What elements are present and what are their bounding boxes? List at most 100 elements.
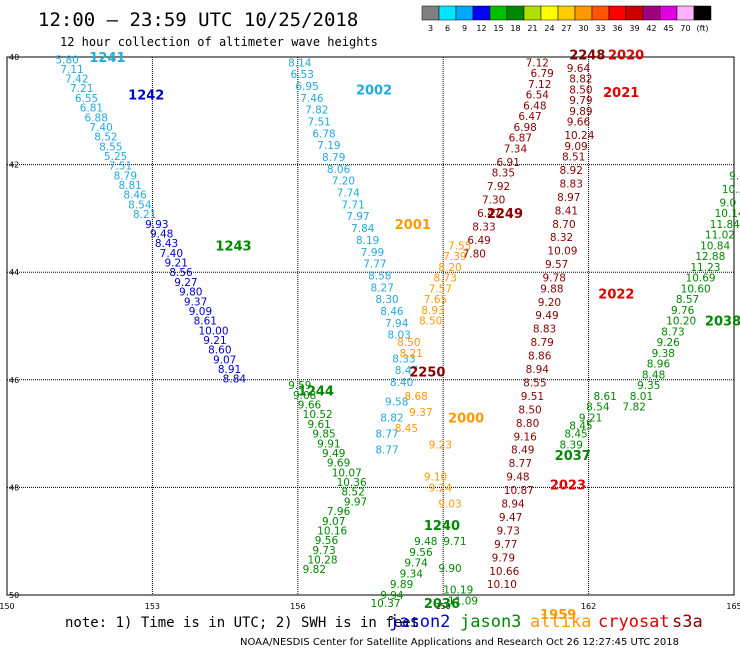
colorbar-swatch [625, 5, 644, 21]
wave-height-mark: 9.73 [497, 525, 520, 537]
colorbar-tick-label: 30 [578, 24, 588, 33]
wave-height-mark: 9.3 [729, 170, 740, 182]
wave-height-mark: 8.91 [218, 364, 241, 376]
wave-height-mark: 7.99 [361, 247, 384, 259]
wave-height-mark: 7.40 [89, 122, 112, 134]
wave-height-mark: 8.45 [564, 429, 587, 441]
pass-label: 2000 [448, 411, 484, 426]
wave-height-mark: 6.47 [477, 208, 500, 220]
wave-height-mark: 8.60 [208, 345, 231, 357]
chart-title: 12:00 – 23:59 UTC 10/25/2018 [38, 9, 358, 31]
wave-height-mark: 9.35 [637, 380, 660, 392]
wave-height-mark: 9.88 [540, 283, 563, 295]
wave-height-mark: 7.12 [526, 57, 549, 69]
colorbar-tick-label: 70 [680, 24, 690, 33]
wave-height-mark: 8.56 [169, 267, 193, 279]
wave-height-mark: 8.82 [569, 74, 592, 86]
wave-height-mark: 8.79 [530, 337, 553, 349]
wave-height-mark: 6.78 [312, 128, 335, 140]
wave-height-mark: 9.27 [174, 277, 197, 289]
note-text: note: 1) Time is in UTC; 2) SWH is in fe… [65, 615, 419, 631]
wave-height-mark: 6.49 [467, 235, 490, 247]
wave-height-mark: 9.09 [189, 306, 212, 318]
wave-height-mark: 7.97 [346, 211, 369, 223]
wave-height-mark: 9.89 [390, 579, 413, 591]
wave-height-mark: 9.07 [213, 354, 236, 366]
wave-height-mark: 8.27 [371, 282, 394, 294]
colorbar-swatch [591, 5, 610, 21]
pass-label: 2020 [608, 48, 644, 63]
wave-height-mark: 7.82 [623, 402, 646, 414]
wave-height-mark: 9.08 [293, 390, 316, 402]
wave-height-mark: 8.39 [560, 439, 583, 451]
wave-height-mark: 9.66 [567, 117, 591, 129]
wave-height-mark: 9.09 [564, 141, 587, 153]
wave-height-mark: 6.54 [526, 90, 550, 102]
wave-height-mark: 10.37 [371, 598, 401, 610]
wave-height-mark: 6.47 [518, 111, 541, 123]
colorbar-tick-label: 12 [476, 24, 486, 33]
wave-height-mark: 8.20 [438, 262, 461, 274]
wave-height-mark: 10.36 [337, 477, 367, 489]
wave-height-mark: 10.3 [722, 184, 740, 196]
plot-frame [6, 56, 735, 596]
wave-height-mark: 8.77 [509, 458, 532, 470]
wave-height-mark: 9.94 [380, 590, 404, 602]
wave-height-mark: 9.85 [312, 429, 335, 441]
wave-height-mark: 6.87 [509, 133, 532, 145]
pass-label: 2001 [395, 218, 431, 233]
wave-height-mark: 8.52 [94, 132, 117, 144]
wave-height-mark: 8.46 [380, 306, 404, 318]
wave-height-mark: 8.50 [518, 404, 541, 416]
wave-height-mark: 6.91 [497, 157, 520, 169]
wave-height-mark: 9.59 [288, 380, 311, 392]
wave-height-mark: 9.49 [322, 448, 345, 460]
wave-height-mark: 5.25 [104, 151, 127, 163]
y-tick-label: 44 [9, 268, 19, 277]
wave-height-mark: 7.96 [327, 506, 351, 518]
wave-height-mark: 10.24 [564, 130, 594, 142]
pass-label: 2036 [424, 597, 460, 612]
pass-label: 2023 [550, 479, 586, 494]
pass-label: 1242 [128, 89, 164, 104]
wave-height-mark: 7.80 [463, 248, 486, 260]
wave-height-mark: 7.12 [528, 79, 551, 91]
wave-height-mark: 8.68 [404, 391, 427, 403]
pass-label: 1240 [424, 519, 460, 534]
wave-height-mark: 8.58 [368, 270, 391, 282]
wave-height-mark: 8.97 [557, 192, 580, 204]
wave-height-mark: 7.40 [160, 248, 183, 260]
colorbar-tick-label: 15 [493, 24, 503, 33]
wave-height-mark: 7.21 [70, 83, 93, 95]
wave-height-mark: 9.80 [179, 287, 202, 299]
wave-height-mark: 9.20 [538, 297, 561, 309]
wave-height-mark: 11.09 [448, 595, 478, 607]
wave-height-mark: 8.03 [387, 330, 410, 342]
colorbar-tick-label: 39 [629, 24, 639, 33]
pass-label: 1959 [540, 608, 576, 623]
wave-height-mark: 9.58 [385, 396, 408, 408]
wave-height-mark: 10.87 [504, 485, 534, 497]
wave-height-mark: 9.89 [569, 106, 592, 118]
wave-height-mark: 7.82 [305, 105, 328, 117]
colorbar-swatch [574, 5, 593, 21]
footer-credit: NOAA/NESDIS Center for Satellite Applica… [240, 637, 679, 648]
wave-height-mark: 10.10 [487, 579, 517, 591]
wave-height-mark: 9.51 [521, 391, 544, 403]
colorbar-tick-label: 21 [527, 24, 537, 33]
wave-height-mark: 9.78 [543, 273, 566, 285]
wave-height-mark: 7.51 [109, 161, 132, 173]
wave-height-mark: 8.51 [562, 152, 585, 164]
wave-height-mark: 9.57 [545, 259, 568, 271]
satellite-legend-entry: cryosat [598, 612, 670, 632]
colorbar-tick-label: 3 [428, 24, 433, 33]
wave-height-mark: 8.40 [390, 377, 413, 389]
x-tick-label: 165 [726, 602, 740, 611]
wave-height-mark: 7.19 [317, 140, 340, 152]
wave-height-mark: 8.80 [516, 418, 539, 430]
wave-height-mark: 10.07 [332, 467, 362, 479]
wave-height-mark: 7.42 [65, 74, 88, 86]
colorbar-swatch [557, 5, 576, 21]
colorbar-tick-label: (ft) [696, 24, 708, 33]
